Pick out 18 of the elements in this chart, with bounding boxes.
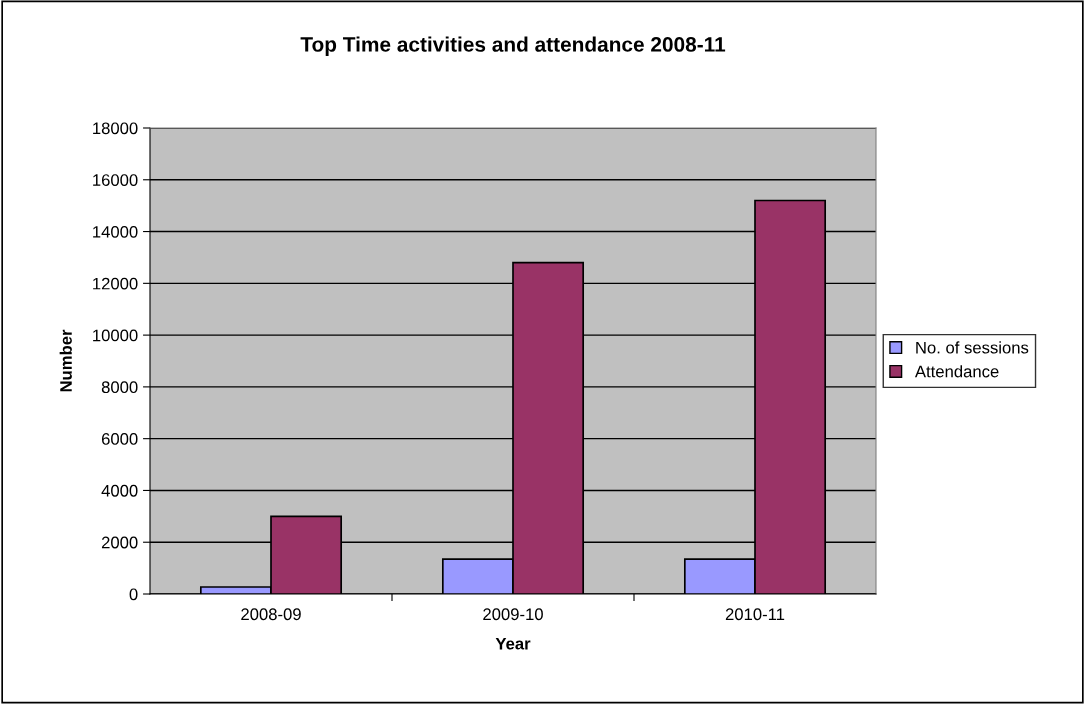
x-tick-label: 2009-10 bbox=[483, 608, 543, 621]
y-tick-label: 16000 bbox=[93, 174, 138, 186]
legend-label: No. of sessions bbox=[916, 341, 1029, 354]
y-tick-label: 14000 bbox=[93, 225, 138, 238]
x-tick-label: 2008-09 bbox=[241, 608, 301, 621]
y-axis-title: Number bbox=[59, 329, 72, 392]
y-tick-label: 4000 bbox=[101, 484, 138, 497]
y-tick-label: 10000 bbox=[93, 329, 138, 342]
y-tick-label: 18000 bbox=[93, 122, 138, 135]
y-tick-label: 0 bbox=[129, 588, 138, 601]
chart-title: Top Time activities and attendance 2008-11 bbox=[300, 36, 726, 56]
y-tick-label: 12000 bbox=[93, 277, 138, 290]
x-axis-title: Year bbox=[495, 637, 531, 650]
x-tick-label: 2010-11 bbox=[725, 608, 785, 621]
y-tick-label: 2000 bbox=[101, 536, 138, 549]
legend-label: Attendance bbox=[914, 365, 999, 378]
y-tick-label: 6000 bbox=[101, 433, 138, 445]
y-tick-label: 8000 bbox=[101, 381, 138, 394]
